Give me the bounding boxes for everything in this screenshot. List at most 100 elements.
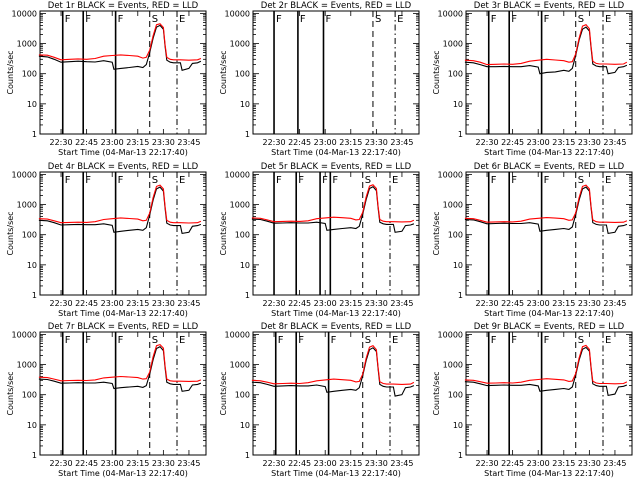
- marker-label: F: [85, 335, 91, 346]
- x-tick-label: 23:45: [177, 459, 200, 468]
- plot-frame: [39, 331, 207, 456]
- series-line-lld: [38, 23, 202, 61]
- y-tick-label: 10000: [225, 170, 250, 179]
- plot-frame: [465, 10, 633, 135]
- x-tick-label: 23:30: [578, 299, 601, 308]
- x-tick-label: 23:30: [578, 459, 601, 468]
- marker-label: F: [544, 335, 550, 346]
- marker-label: F: [322, 175, 328, 186]
- marker-label: S: [152, 335, 158, 346]
- marker-label: S: [578, 175, 584, 186]
- marker-label: F: [85, 14, 91, 25]
- marker-label: S: [578, 14, 584, 25]
- y-axis-label: Counts/sec: [219, 50, 228, 94]
- x-tick-label: 22:30: [50, 138, 73, 147]
- marker-label: S: [375, 14, 381, 25]
- marker-label: F: [544, 14, 550, 25]
- x-axis-label: Start Time (04-Mar-13 22:17:40): [271, 469, 401, 478]
- y-axis-label: Counts/sec: [219, 211, 228, 255]
- marker-label: E: [605, 14, 611, 25]
- y-tick-label: 1000: [17, 201, 37, 210]
- chart-panel-3: Det 3r BLACK = Events, RED = LLD 1 10 100 10…: [432, 1, 633, 157]
- x-tick-label: 23:45: [177, 299, 200, 308]
- marker-label: F: [298, 175, 304, 186]
- marker-label: F: [118, 14, 124, 25]
- y-axis-label: Counts/sec: [432, 211, 441, 255]
- x-tick-label: 23:45: [603, 459, 626, 468]
- y-tick-label: 1000: [443, 361, 463, 370]
- x-axis-label: Start Time (04-Mar-13 22:17:40): [58, 148, 188, 157]
- chart-title: Det 1r BLACK = Events, RED = LLD: [48, 1, 199, 11]
- y-tick-label: 1: [458, 291, 463, 300]
- y-tick-label: 1: [458, 130, 463, 139]
- x-tick-label: 23:00: [527, 138, 550, 147]
- x-tick-label: 23:45: [603, 138, 626, 147]
- chart-panel-4: Det 4r BLACK = Events, RED = LLD 1 10 100 10…: [6, 162, 207, 318]
- x-tick-label: 23:00: [101, 138, 124, 147]
- y-tick-label: 100: [22, 231, 37, 240]
- y-tick-label: 10000: [12, 9, 37, 18]
- chart-title: Det 4r BLACK = Events, RED = LLD: [48, 162, 199, 172]
- x-tick-label: 23:45: [603, 299, 626, 308]
- y-tick-label: 10000: [438, 170, 463, 179]
- x-tick-label: 23:15: [552, 299, 575, 308]
- marker-label: E: [392, 175, 398, 186]
- series-line-events: [38, 186, 202, 235]
- y-tick-label: 10: [27, 261, 37, 270]
- x-tick-label: 23:15: [339, 138, 362, 147]
- chart-panel-8: Det 8r BLACK = Events, RED = LLD 1 10 100 10…: [219, 322, 420, 478]
- series-line-events: [38, 24, 202, 71]
- x-tick-label: 23:30: [152, 459, 175, 468]
- x-tick-label: 22:30: [263, 138, 286, 147]
- y-tick-label: 1000: [230, 201, 250, 210]
- y-tick-label: 1: [245, 130, 250, 139]
- y-tick-label: 1: [32, 130, 37, 139]
- plot-frame: [465, 171, 633, 296]
- marker-label: F: [278, 335, 284, 346]
- y-tick-label: 100: [22, 70, 37, 79]
- marker-label: F: [65, 175, 71, 186]
- x-axis-label: Start Time (04-Mar-13 22:17:40): [58, 309, 188, 318]
- chart-panel-5: Det 5r BLACK = Events, RED = LLD 1 10 100 10…: [219, 162, 420, 318]
- series-line-lld: [464, 184, 628, 223]
- marker-label: F: [276, 14, 282, 25]
- y-tick-label: 10000: [225, 330, 250, 339]
- y-tick-label: 10: [27, 100, 37, 109]
- chart-panel-6: Det 6r BLACK = Events, RED = LLD 1 10 100 10…: [432, 162, 633, 318]
- plot-frame: [39, 10, 207, 135]
- y-tick-label: 100: [448, 70, 463, 79]
- x-tick-label: 23:45: [390, 138, 413, 147]
- marker-label: F: [511, 175, 517, 186]
- series-line-events: [251, 347, 415, 397]
- marker-label: F: [491, 335, 497, 346]
- marker-label: F: [491, 175, 497, 186]
- y-axis-label: Counts/sec: [432, 50, 441, 94]
- x-tick-label: 22:45: [288, 299, 311, 308]
- x-tick-label: 23:00: [527, 459, 550, 468]
- marker-label: S: [152, 175, 158, 186]
- chart-panel-7: Det 7r BLACK = Events, RED = LLD 1 10 100 10…: [6, 322, 207, 478]
- marker-label: S: [152, 14, 158, 25]
- marker-label: F: [544, 175, 550, 186]
- series-line-lld: [464, 344, 628, 385]
- x-tick-label: 23:00: [101, 299, 124, 308]
- y-tick-label: 1000: [443, 201, 463, 210]
- marker-label: F: [491, 14, 497, 25]
- y-axis-label: Counts/sec: [6, 211, 15, 255]
- y-tick-label: 1000: [17, 361, 37, 370]
- x-tick-label: 23:15: [126, 138, 149, 147]
- x-tick-label: 23:15: [126, 299, 149, 308]
- y-tick-label: 1000: [230, 40, 250, 49]
- x-tick-label: 23:15: [552, 138, 575, 147]
- y-tick-label: 100: [235, 70, 250, 79]
- x-axis-label: Start Time (04-Mar-13 22:17:40): [58, 469, 188, 478]
- x-tick-label: 23:30: [365, 459, 388, 468]
- y-tick-label: 10: [240, 100, 250, 109]
- x-axis-label: Start Time (04-Mar-13 22:17:40): [484, 469, 614, 478]
- chart-panel-9: Det 9r BLACK = Events, RED = LLD 1 10 100 10…: [432, 322, 633, 478]
- x-tick-label: 22:45: [75, 459, 98, 468]
- y-tick-label: 100: [448, 231, 463, 240]
- x-tick-label: 23:30: [152, 138, 175, 147]
- marker-label: F: [511, 14, 517, 25]
- chart-title: Det 5r BLACK = Events, RED = LLD: [261, 162, 412, 172]
